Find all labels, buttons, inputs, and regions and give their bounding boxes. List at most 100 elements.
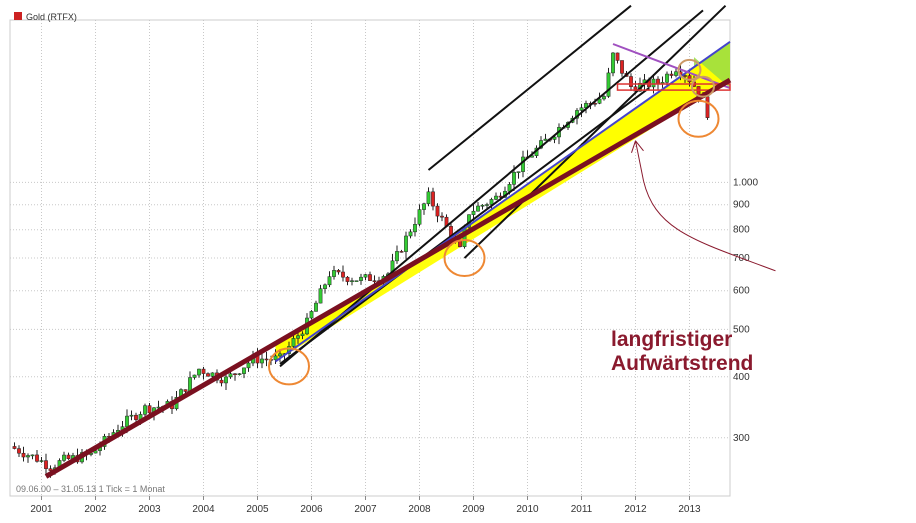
channel-line <box>279 87 650 365</box>
candle-body <box>237 373 242 375</box>
y-tick-label: 1.000 <box>733 177 758 188</box>
candle-body <box>368 274 372 281</box>
highlight-circle <box>677 58 702 81</box>
candle-body <box>332 270 336 277</box>
candle-body <box>507 184 512 192</box>
candle-body <box>579 107 584 111</box>
candle-body <box>336 270 341 273</box>
info-text: 09.06.00 – 31.05.13 1 Tick = 1 Monat <box>16 484 165 494</box>
candle-body <box>476 205 480 212</box>
x-tick-label: 2010 <box>516 504 539 515</box>
candle-body <box>143 405 147 415</box>
candle-body <box>210 372 215 377</box>
candle-body <box>125 415 129 427</box>
candle-body <box>372 280 377 282</box>
candle-body <box>273 355 278 361</box>
candle-body <box>206 373 210 377</box>
candle-body <box>260 358 264 364</box>
candle-body <box>404 235 408 252</box>
annotation-label-line1: langfristiger <box>611 328 732 351</box>
candle-body <box>440 215 444 218</box>
candle-body <box>228 373 233 378</box>
candle-body <box>48 468 53 471</box>
candle-body <box>435 205 440 217</box>
x-tick-label: 2005 <box>246 504 269 515</box>
highlight-circles <box>268 58 720 386</box>
candle-body <box>278 353 282 357</box>
candle-body <box>134 414 138 420</box>
candle-body <box>188 377 192 392</box>
candle-body <box>219 379 224 384</box>
green-zone <box>694 41 730 89</box>
candle-body <box>602 96 606 100</box>
candle-body <box>197 368 201 376</box>
blue-trendline <box>274 40 731 363</box>
support-box <box>616 83 731 91</box>
y-tick-label: 800 <box>733 225 750 236</box>
candle-body <box>26 455 30 458</box>
candle-body <box>66 454 71 459</box>
candle-body <box>62 454 66 461</box>
highlight-circle <box>268 347 310 386</box>
candle-body <box>494 195 498 200</box>
candle-body <box>345 276 350 282</box>
annotation-arrow <box>631 140 776 272</box>
legend-swatch <box>14 12 22 20</box>
channel-line <box>463 4 727 259</box>
x-tick-label: 2001 <box>30 504 53 515</box>
candle-body <box>543 138 548 141</box>
candle-body <box>300 333 305 336</box>
candle-body <box>516 171 521 173</box>
y-tick-label: 500 <box>733 324 750 335</box>
candle-body <box>93 450 98 454</box>
candle-body <box>422 203 426 210</box>
legend: Gold (RTFX) <box>14 12 77 22</box>
candle-body <box>485 204 489 206</box>
candle-body <box>21 452 26 458</box>
candle-body <box>12 446 17 449</box>
candle-body <box>242 367 246 374</box>
candle-body <box>552 136 557 140</box>
candle-body <box>629 76 633 87</box>
x-tick-label: 2007 <box>354 504 377 515</box>
candle-body <box>512 171 516 185</box>
candle-body <box>615 52 620 61</box>
candle-body <box>705 96 710 118</box>
channel-line <box>279 9 704 368</box>
candle-body <box>327 276 332 286</box>
grid-lines <box>10 20 730 496</box>
candle-body <box>309 311 314 319</box>
candle-body <box>350 280 354 282</box>
candle-body <box>314 302 318 312</box>
candle-body <box>471 210 476 215</box>
x-tick-label: 2009 <box>462 504 485 515</box>
candle-body <box>399 251 404 253</box>
candle-body <box>296 335 300 339</box>
x-tick-label: 2008 <box>408 504 431 515</box>
candle-body <box>341 271 345 278</box>
candle-body <box>323 284 327 289</box>
candle-body <box>431 191 435 207</box>
candle-body <box>426 191 431 204</box>
candle-body <box>611 52 615 74</box>
candle-body <box>147 405 152 414</box>
x-tick-label: 2003 <box>138 504 161 515</box>
candle-body <box>224 376 228 384</box>
highlight-circle <box>677 99 720 138</box>
x-axis-ticks: 2001 2002 2003 2004 2005 2006 2007 2008 2009 2010… <box>30 496 701 515</box>
highlight-circle <box>691 75 715 98</box>
candle-body <box>264 358 269 361</box>
candle-body <box>651 78 656 88</box>
candle-body <box>597 98 602 104</box>
candle-body <box>359 276 363 281</box>
y-tick-label: 900 <box>733 200 750 211</box>
candle-body <box>417 209 422 225</box>
trendlines <box>44 4 732 479</box>
legend-label: Gold (RTFX) <box>26 12 77 22</box>
candle-body <box>35 454 39 462</box>
candle-body <box>395 251 399 262</box>
candle-body <box>683 75 687 77</box>
candle-body <box>183 389 188 392</box>
candle-body <box>246 362 251 369</box>
